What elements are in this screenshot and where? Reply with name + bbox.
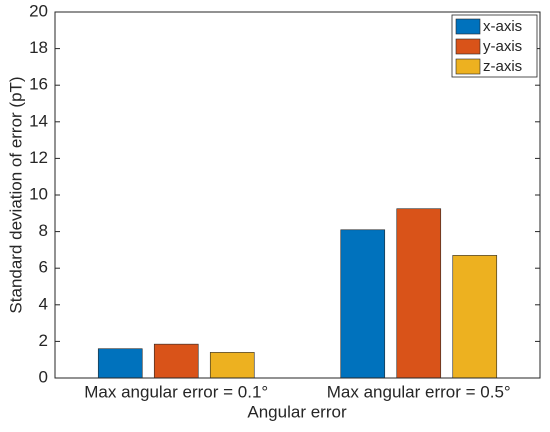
y-tick-label: 16	[29, 75, 48, 94]
y-tick-label: 2	[39, 331, 48, 350]
bar	[452, 255, 498, 379]
y-tick-label: 0	[39, 367, 48, 386]
legend-swatch	[455, 38, 481, 55]
x-axis-label: Angular error	[247, 402, 347, 421]
y-tick-label: 4	[39, 294, 48, 313]
bar	[340, 229, 386, 379]
legend-label: y-axis	[483, 38, 522, 55]
y-tick-label: 18	[29, 38, 48, 57]
legend-swatch	[455, 18, 481, 35]
y-tick-label: 6	[39, 258, 48, 277]
bar	[209, 352, 255, 379]
y-tick-label: 12	[29, 148, 48, 167]
y-tick-label: 20	[29, 1, 48, 20]
legend-label: z-axis	[483, 58, 522, 75]
y-tick-label: 14	[29, 111, 48, 130]
x-tick-label: Max angular error = 0.5°	[327, 382, 511, 401]
x-tick-label: Max angular error = 0.1°	[84, 382, 268, 401]
y-axis-label: Standard deviation of error (pT)	[6, 76, 25, 313]
y-tick-label: 10	[29, 184, 48, 203]
bar	[396, 208, 442, 379]
y-tick-label: 8	[39, 221, 48, 240]
bar	[153, 343, 199, 379]
axes-box	[54, 11, 541, 379]
bar	[97, 348, 143, 379]
legend-label: x-axis	[483, 18, 522, 35]
legend-swatch	[455, 58, 481, 75]
